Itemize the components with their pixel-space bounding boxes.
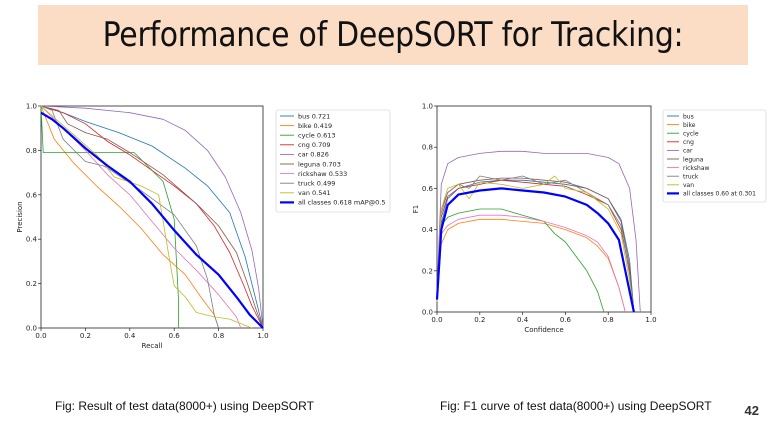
f1-chart-ytick-label: 0.8 bbox=[422, 144, 433, 152]
pr-chart-xtick-label: 0.2 bbox=[80, 332, 91, 340]
f1-chart-xtick-label: 1.0 bbox=[645, 316, 656, 324]
f1-chart-legend-label-bus: bus bbox=[683, 113, 694, 120]
pr-chart-legend-label-van: van 0.541 bbox=[298, 189, 331, 197]
f1-chart-ytick-label: 1.0 bbox=[422, 103, 433, 111]
pr-chart-legend-label-car: car 0.826 bbox=[298, 151, 329, 159]
pr-chart-legend-label-truck: truck 0.499 bbox=[298, 180, 335, 188]
f1-chart-legend-frame bbox=[662, 109, 767, 203]
pr-chart-legend-label-bike: bike 0.419 bbox=[298, 122, 332, 130]
f1-chart-series-cycle bbox=[436, 208, 605, 313]
f1-chart-xtick-label: 0.0 bbox=[431, 316, 442, 324]
f1-chart-legend-label-rickshaw: rickshaw bbox=[683, 165, 710, 172]
f1-chart-series-all-classes bbox=[435, 187, 635, 313]
f1-chart-series-cng bbox=[436, 179, 635, 313]
pr-chart-series-leguna bbox=[40, 105, 264, 329]
pr-chart-xlabel: Recall bbox=[142, 342, 163, 350]
f1-chart-legend-label-cng: cng bbox=[683, 139, 694, 146]
pr-chart-series-bike bbox=[40, 105, 219, 329]
f1-chart-xtick-label: 0.6 bbox=[560, 316, 572, 324]
pr-chart-xtick-label: 1.0 bbox=[257, 332, 268, 340]
f1-chart-xlabel: Confidence bbox=[524, 326, 563, 334]
pr-chart-ytick-label: 0.4 bbox=[26, 236, 38, 244]
f1-chart-ytick-label: 0.4 bbox=[422, 226, 434, 234]
f1-chart-legend-label-car: car bbox=[683, 148, 693, 155]
pr-chart-legend-label-all-classes: all classes 0.618 mAP@0.5 bbox=[298, 199, 385, 207]
f1-chart-legend-label-all-classes: all classes 0.60 at 0.301 bbox=[683, 191, 756, 198]
f1-chart-legend-label-cycle: cycle bbox=[683, 131, 699, 138]
caption-right: Fig: F1 curve of test data(8000+) using … bbox=[440, 399, 712, 413]
f1-chart-xtick-label: 0.8 bbox=[603, 316, 614, 324]
slide-title: Performance of DeepSORT for Tracking: bbox=[102, 15, 684, 55]
f1-chart-legend-label-leguna: leguna bbox=[683, 156, 704, 163]
f1-chart-ylabel: F1 bbox=[412, 205, 420, 213]
pr-chart-ytick-label: 0.6 bbox=[26, 191, 38, 199]
f1-chart-series-bus bbox=[436, 179, 635, 313]
pr-chart-legend-label-cycle: cycle 0.613 bbox=[298, 132, 335, 140]
pr-chart-series-all-classes bbox=[40, 111, 264, 329]
pr-chart-xtick-label: 0.0 bbox=[35, 332, 46, 340]
f1-chart-series-van bbox=[436, 175, 635, 313]
pr-chart: 0.0 0.2 0.4 0.6 0.8 1.0 0.0 0.2 0.4 0.6 0.8 1.0 Reca… bbox=[16, 103, 391, 350]
pr-chart-ytick-label: 0.0 bbox=[26, 325, 37, 333]
f1-chart-ytick-label: 0.2 bbox=[422, 267, 433, 275]
f1-chart-legend-label-bike: bike bbox=[683, 122, 696, 129]
f1-chart: 0.0 0.2 0.4 0.6 0.8 1.0 0.0 0.2 0.4 0.6 0.8 1.0 Conf… bbox=[412, 103, 767, 334]
caption-left: Fig: Result of test data(8000+) using De… bbox=[55, 399, 314, 413]
pr-chart-series-van bbox=[40, 105, 253, 329]
pr-chart-legend-label-leguna: leguna 0.703 bbox=[298, 160, 341, 168]
title-banner: Performance of DeepSORT for Tracking: bbox=[38, 5, 748, 65]
f1-chart-xtick-label: 0.4 bbox=[517, 316, 529, 324]
pr-chart-series-truck bbox=[40, 105, 219, 329]
f1-chart-legend-label-van: van bbox=[683, 182, 694, 189]
f1-chart-plot-frame bbox=[436, 105, 652, 313]
pr-chart-legend-label-bus: bus 0.721 bbox=[298, 112, 330, 120]
pr-chart-ytick-label: 0.8 bbox=[26, 147, 37, 155]
pr-chart-ytick-label: 0.2 bbox=[26, 280, 37, 288]
pr-chart-xtick-label: 0.6 bbox=[169, 332, 181, 340]
pr-chart-legend-label-cng: cng 0.709 bbox=[298, 141, 331, 149]
f1-chart-series-rickshaw bbox=[436, 214, 626, 313]
f1-chart-ytick-label: 0.6 bbox=[422, 185, 434, 193]
pr-chart-series-car bbox=[40, 105, 264, 329]
pr-chart-xtick-label: 0.8 bbox=[213, 332, 224, 340]
pr-chart-xtick-label: 0.4 bbox=[124, 332, 136, 340]
pr-chart-legend-label-rickshaw: rickshaw 0.533 bbox=[298, 170, 347, 178]
f1-chart-series-car bbox=[436, 150, 641, 313]
pr-chart-ylabel: Precision bbox=[16, 201, 24, 232]
pr-chart-series-cng bbox=[40, 105, 264, 329]
f1-chart-series-bike bbox=[436, 218, 626, 313]
page-number: 42 bbox=[744, 403, 759, 418]
pr-chart-legend-frame bbox=[275, 109, 391, 213]
f1-chart-series-truck bbox=[436, 175, 635, 313]
pr-chart-series-bus bbox=[40, 105, 264, 329]
f1-chart-xtick-label: 0.2 bbox=[474, 316, 485, 324]
f1-chart-legend-label-truck: truck bbox=[683, 174, 699, 181]
pr-chart-series-cycle bbox=[40, 105, 180, 328]
pr-chart-ytick-label: 1.0 bbox=[26, 103, 37, 111]
f1-chart-ytick-label: 0.0 bbox=[422, 309, 433, 317]
